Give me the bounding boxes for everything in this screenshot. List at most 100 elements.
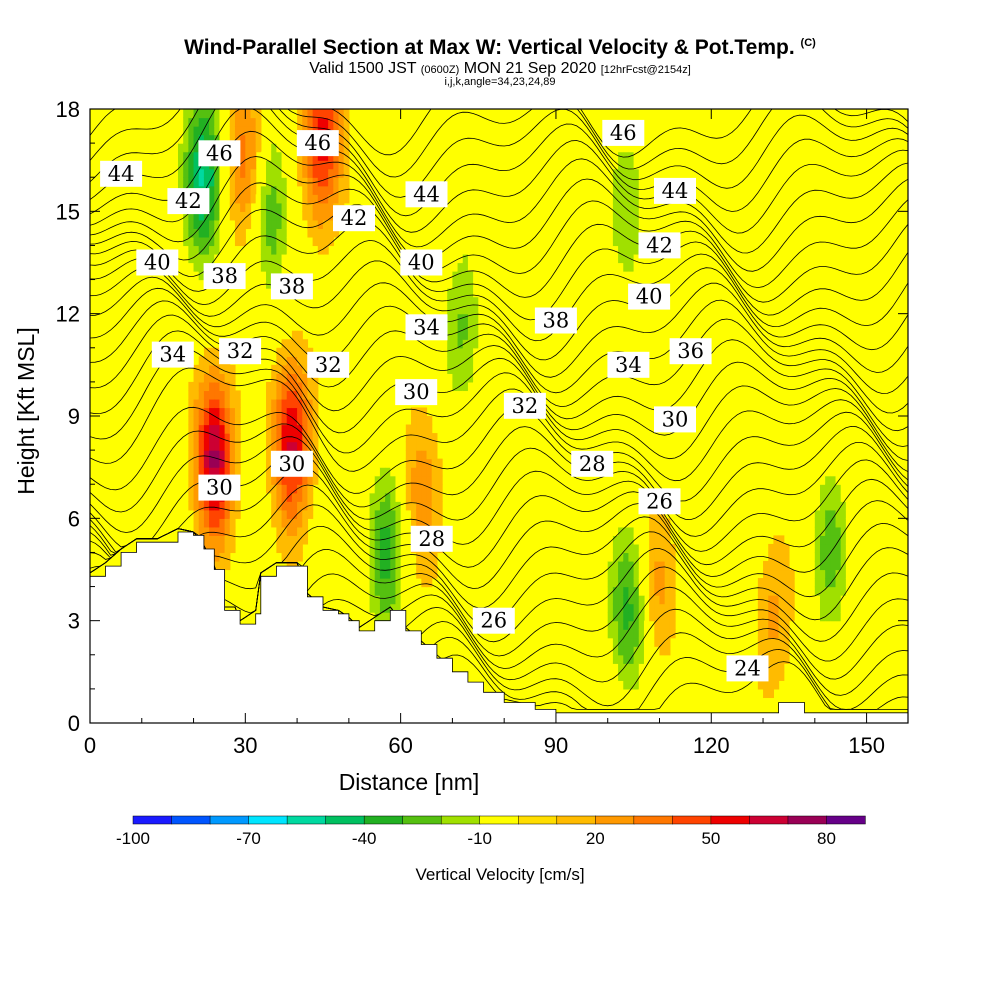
contour-label-box xyxy=(638,488,681,515)
velocity-cell xyxy=(291,535,298,545)
velocity-cell xyxy=(499,390,505,400)
velocity-cell xyxy=(602,151,609,161)
velocity-cell xyxy=(359,552,365,562)
velocity-cell xyxy=(504,688,510,699)
velocity-cell xyxy=(219,211,226,221)
velocity-cell xyxy=(245,202,252,212)
velocity-cell xyxy=(809,475,816,485)
velocity-cell xyxy=(255,279,262,289)
velocity-cell xyxy=(721,671,728,681)
velocity-cell xyxy=(597,160,604,170)
velocity-cell xyxy=(390,518,397,528)
velocity-cell xyxy=(809,484,816,494)
velocity-cell xyxy=(851,603,857,613)
velocity-cell xyxy=(302,390,309,400)
velocity-cell xyxy=(638,109,645,119)
velocity-cell xyxy=(768,612,774,622)
velocity-cell xyxy=(245,560,252,571)
velocity-cell xyxy=(286,219,293,229)
velocity-cell xyxy=(819,578,826,588)
velocity-cell xyxy=(452,339,459,349)
velocity-cell xyxy=(664,612,671,622)
velocity-cell xyxy=(768,595,774,605)
velocity-cell xyxy=(442,407,448,417)
velocity-cell xyxy=(623,288,630,298)
velocity-cell xyxy=(302,202,309,212)
velocity-cell xyxy=(297,526,303,536)
velocity-cell xyxy=(467,134,474,144)
velocity-cell xyxy=(281,518,288,528)
velocity-cell xyxy=(478,390,485,400)
velocity-cell xyxy=(467,288,474,298)
velocity-cell xyxy=(203,305,210,315)
velocity-cell xyxy=(302,441,309,451)
velocity-cell xyxy=(302,356,309,366)
velocity-cell xyxy=(809,620,816,630)
velocity-cell xyxy=(612,543,619,554)
velocity-cell xyxy=(788,603,795,613)
velocity-cell xyxy=(400,177,407,187)
velocity-cell xyxy=(649,373,655,383)
velocity-cell xyxy=(778,663,785,673)
velocity-cell xyxy=(607,654,614,664)
velocity-cell xyxy=(266,177,272,187)
velocity-cell xyxy=(861,705,868,716)
velocity-cell xyxy=(535,202,542,212)
colorbar-swatch xyxy=(209,815,250,825)
velocity-cell xyxy=(716,373,723,383)
velocity-cell xyxy=(607,475,614,485)
velocity-cell xyxy=(322,160,329,170)
velocity-cell xyxy=(618,211,624,221)
velocity-cell xyxy=(431,305,438,315)
velocity-cell xyxy=(840,578,847,588)
velocity-cell xyxy=(214,518,221,528)
velocity-cell xyxy=(281,381,288,392)
velocity-cell xyxy=(633,219,640,229)
velocity-cell xyxy=(136,356,143,366)
theta-contour-line xyxy=(90,239,908,342)
velocity-cell xyxy=(260,211,267,221)
velocity-cell xyxy=(234,117,241,127)
velocity-cell xyxy=(198,211,205,221)
velocity-cell xyxy=(193,484,200,494)
velocity-cell xyxy=(483,330,490,340)
velocity-cell xyxy=(654,560,661,571)
velocity-cell xyxy=(198,450,205,460)
velocity-cell xyxy=(297,518,303,528)
velocity-cell xyxy=(385,458,391,468)
velocity-cell xyxy=(410,424,417,434)
velocity-cell xyxy=(778,671,785,681)
velocity-cell xyxy=(447,236,454,247)
velocity-cell xyxy=(426,509,433,519)
velocity-cell xyxy=(364,424,371,434)
velocity-cell xyxy=(260,245,267,255)
velocity-cell xyxy=(721,330,728,340)
velocity-cell xyxy=(183,245,189,255)
velocity-cell xyxy=(819,620,826,630)
velocity-cell xyxy=(250,518,257,528)
velocity-cell xyxy=(436,484,443,494)
velocity-cell xyxy=(602,586,609,596)
velocity-cell xyxy=(540,560,547,571)
velocity-cell xyxy=(612,501,619,511)
velocity-cell xyxy=(271,407,277,417)
velocity-cell xyxy=(763,603,769,613)
velocity-cell xyxy=(778,543,785,554)
velocity-cell xyxy=(633,262,640,272)
velocity-cell xyxy=(473,364,479,374)
velocity-cell xyxy=(188,109,195,119)
velocity-cell xyxy=(473,398,479,409)
velocity-cell xyxy=(400,518,407,528)
velocity-cell xyxy=(307,168,314,178)
velocity-cell xyxy=(395,535,402,545)
velocity-cell xyxy=(390,151,397,161)
velocity-cell xyxy=(623,612,630,622)
velocity-cell xyxy=(390,595,397,605)
velocity-cell xyxy=(431,569,438,579)
velocity-cell xyxy=(545,211,552,221)
velocity-cell xyxy=(851,518,857,528)
velocity-cell xyxy=(183,177,189,187)
velocity-cell xyxy=(281,535,288,545)
velocity-cell xyxy=(685,143,692,153)
velocity-cell xyxy=(271,126,277,136)
